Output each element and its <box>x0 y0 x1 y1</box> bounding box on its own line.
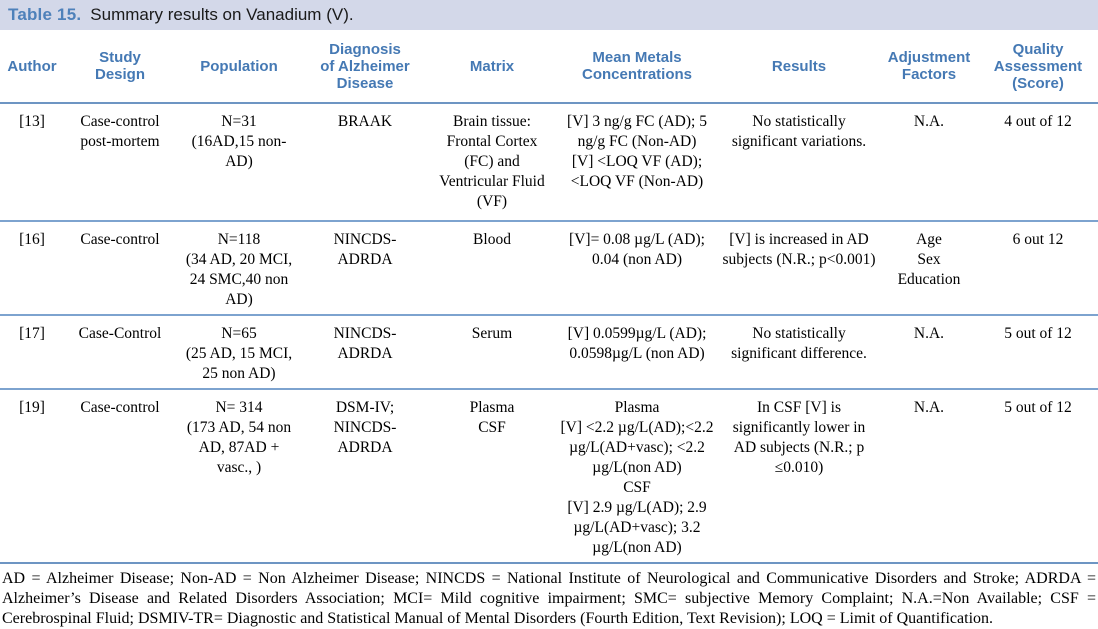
cell-adjustment: N.A. <box>880 389 978 564</box>
cell-results: No statistically significant difference. <box>718 315 880 390</box>
column-header-quality-assessment: Quality Assessment (Score) <box>978 30 1098 104</box>
cell-quality: 4 out of 12 <box>978 103 1098 222</box>
cell-author: [17] <box>0 315 64 390</box>
cell-quality: 5 out of 12 <box>978 389 1098 564</box>
cell-diagnosis: DSM-IV; NINCDS- ADRDA <box>302 389 428 564</box>
cell-concentrations: Plasma [V] <2.2 µg/L(AD);<2.2 µg/L(AD+va… <box>556 389 718 564</box>
cell-results: [V] is increased in AD subjects (N.R.; p… <box>718 221 880 316</box>
table-number: Table 15. <box>8 5 82 24</box>
cell-adjustment: N.A. <box>880 103 978 222</box>
cell-matrix: Serum <box>428 315 556 390</box>
cell-author: [16] <box>0 221 64 316</box>
cell-diagnosis: NINCDS- ADRDA <box>302 315 428 390</box>
cell-quality: 5 out of 12 <box>978 315 1098 390</box>
cell-study-design: Case-control <box>64 221 176 316</box>
column-header-author: Author <box>0 30 64 104</box>
cell-diagnosis: NINCDS- ADRDA <box>302 221 428 316</box>
column-header-study-design: Study Design <box>64 30 176 104</box>
column-header-results: Results <box>718 30 880 104</box>
cell-diagnosis: BRAAK <box>302 103 428 222</box>
cell-study-design: Case-control <box>64 389 176 564</box>
cell-population: N= 314 (173 AD, 54 non AD, 87AD + vasc.,… <box>176 389 302 564</box>
table-row: [19] Case-control N= 314 (173 AD, 54 non… <box>0 389 1098 564</box>
cell-adjustment: Age Sex Education <box>880 221 978 316</box>
cell-concentrations: [V] 3 ng/g FC (AD); 5 ng/g FC (Non-AD) [… <box>556 103 718 222</box>
cell-concentrations: [V]= 0.08 µg/L (AD); 0.04 (non AD) <box>556 221 718 316</box>
summary-table: Author Study Design Population Diagnosis… <box>0 30 1098 564</box>
table-row: [16] Case-control N=118 (34 AD, 20 MCI, … <box>0 221 1098 316</box>
cell-population: N=65 (25 AD, 15 MCI, 25 non AD) <box>176 315 302 390</box>
cell-matrix: Blood <box>428 221 556 316</box>
column-header-concentrations: Mean Metals Concentrations <box>556 30 718 104</box>
column-header-adjustment-factors: Adjustment Factors <box>880 30 978 104</box>
cell-adjustment: N.A. <box>880 315 978 390</box>
cell-study-design: Case-Control <box>64 315 176 390</box>
cell-matrix: Plasma CSF <box>428 389 556 564</box>
table-row: [13] Case-control post-mortem N=31 (16AD… <box>0 103 1098 222</box>
cell-population: N=118 (34 AD, 20 MCI, 24 SMC,40 non AD) <box>176 221 302 316</box>
cell-concentrations: [V] 0.0599µg/L (AD); 0.0598µg/L (non AD) <box>556 315 718 390</box>
table-row: [17] Case-Control N=65 (25 AD, 15 MCI, 2… <box>0 315 1098 390</box>
table-header-row: Author Study Design Population Diagnosis… <box>0 30 1098 104</box>
cell-results: No statistically significant variations. <box>718 103 880 222</box>
cell-results: In CSF [V] is significantly lower in AD … <box>718 389 880 564</box>
column-header-population: Population <box>176 30 302 104</box>
cell-matrix: Brain tissue: Frontal Cortex (FC) and Ve… <box>428 103 556 222</box>
column-header-matrix: Matrix <box>428 30 556 104</box>
table-caption: Table 15. Summary results on Vanadium (V… <box>0 0 1098 30</box>
cell-author: [19] <box>0 389 64 564</box>
cell-quality: 6 out 12 <box>978 221 1098 316</box>
table-title: Summary results on Vanadium (V). <box>90 5 354 24</box>
cell-population: N=31 (16AD,15 non- AD) <box>176 103 302 222</box>
column-header-diagnosis: Diagnosis of Alzheimer Disease <box>302 30 428 104</box>
cell-study-design: Case-control post-mortem <box>64 103 176 222</box>
cell-author: [13] <box>0 103 64 222</box>
abbreviations-footnote: AD = Alzheimer Disease; Non-AD = Non Alz… <box>2 570 1096 627</box>
